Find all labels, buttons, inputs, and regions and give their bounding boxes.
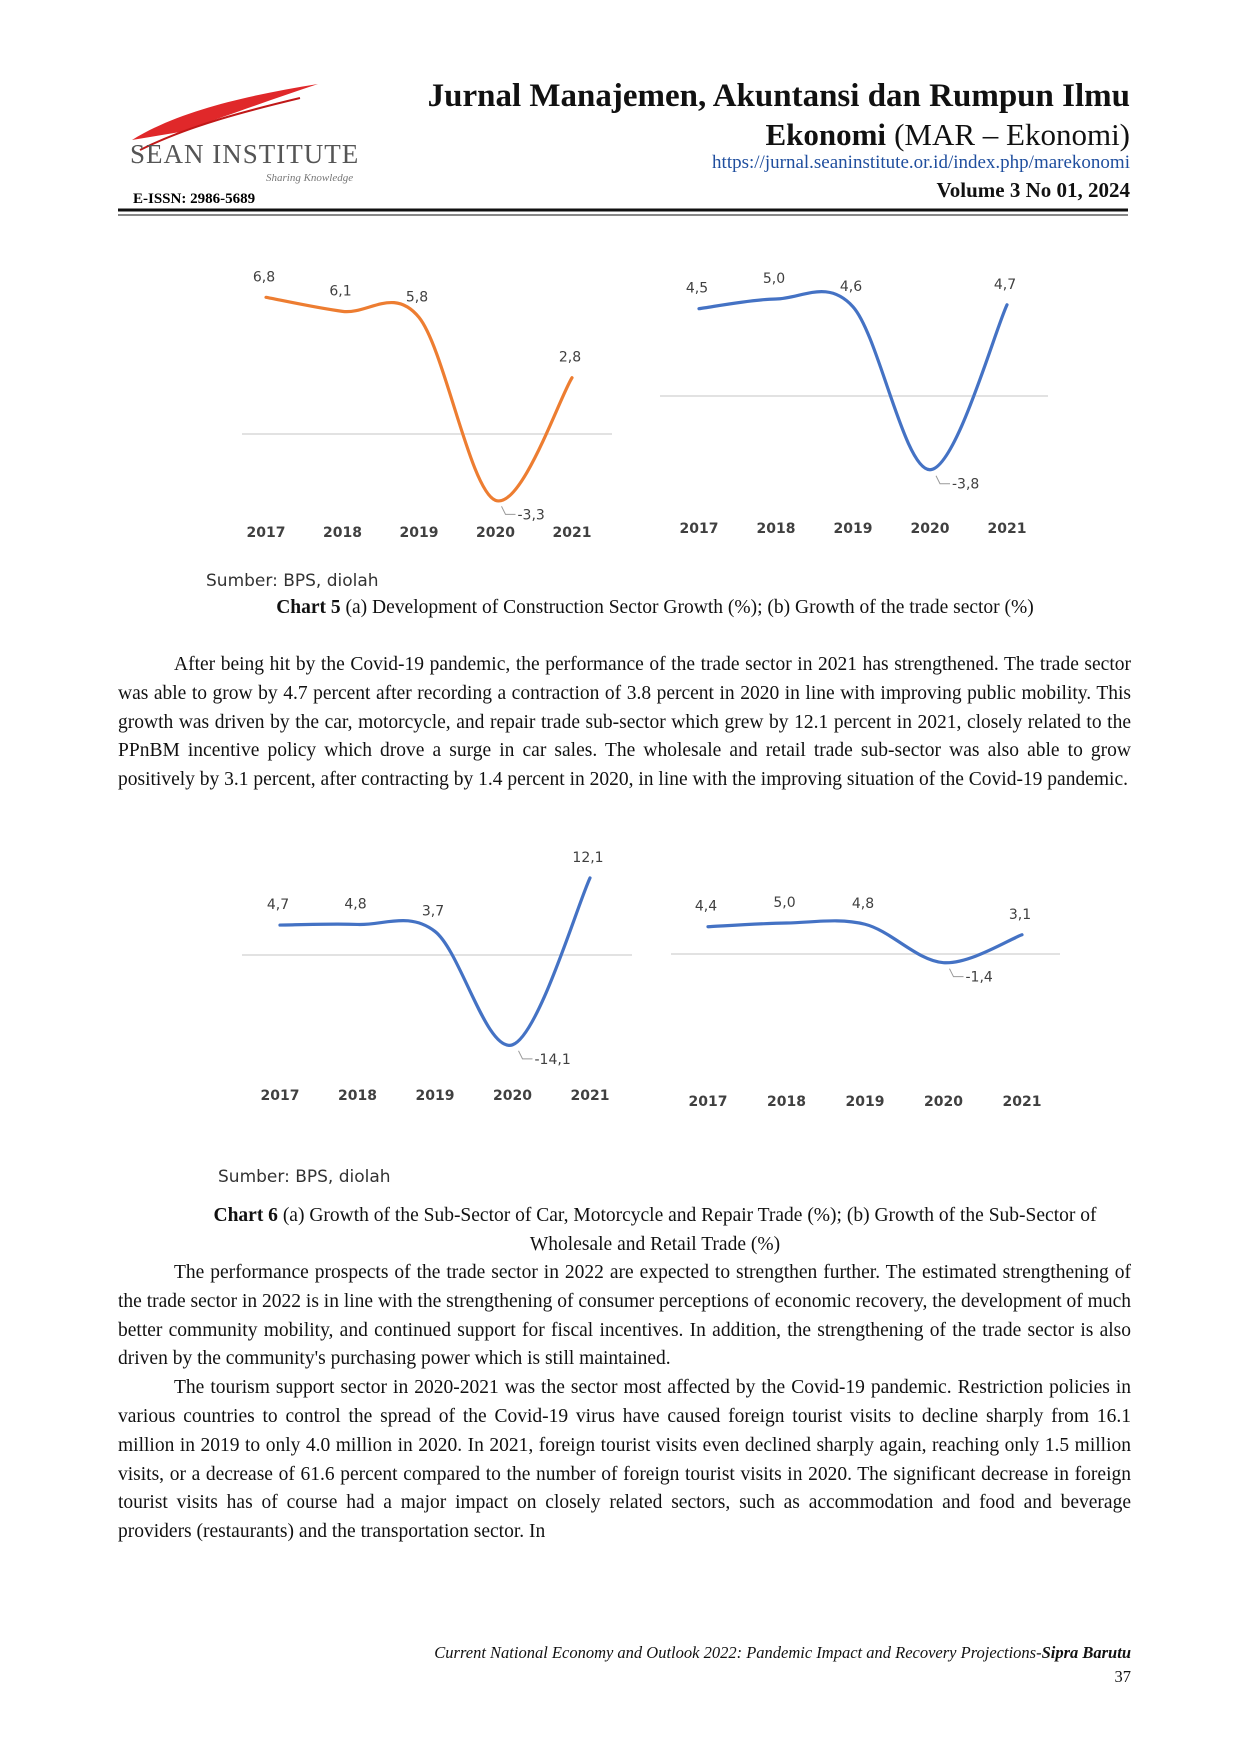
caption: Chart 5 (a) Development of Construction … [185, 594, 1125, 623]
page-number: 37 [1114, 1667, 1132, 1686]
label-leader [949, 968, 964, 978]
line-series [706, 919, 1024, 965]
data-label: -3,3 [518, 507, 545, 523]
caption-label: Chart 5 [276, 597, 341, 618]
x-tick-label: 2020 [911, 521, 950, 537]
footer-text: Current National Economy and Outlook 202… [434, 1643, 1042, 1662]
data-label: -3,8 [952, 477, 979, 493]
data-label: 4,7 [994, 277, 1016, 293]
paragraph: After being hit by the Covid-19 pandemic… [118, 654, 1131, 791]
figure-source: Sumber: BPS, diolah [218, 1167, 391, 1187]
x-tick-label: 2019 [416, 1088, 455, 1104]
x-tick-label: 2019 [834, 521, 873, 537]
line-series [697, 290, 1009, 472]
body: The performance prospects of the trade s… [118, 1259, 1131, 1547]
data-label: 3,7 [422, 903, 444, 919]
data-label: 2,8 [559, 350, 581, 366]
x-tick-label: 2019 [846, 1094, 885, 1110]
caption-text: Chart 6 (a) Growth of the Sub-Sector of … [175, 1202, 1135, 1260]
journal-title-rest: (MAR – Ekonomi) [894, 117, 1130, 152]
journal-title: Jurnal Manajemen, Akuntansi dan Rumpun I… [427, 78, 1130, 114]
data-label: 5,0 [763, 271, 785, 287]
x-tick-label: 2017 [680, 521, 719, 537]
logo-name: SEAN INSTITUTE [130, 139, 359, 169]
x-tick-label: 2021 [571, 1088, 610, 1104]
label-leader [501, 506, 516, 515]
line-series [278, 876, 592, 1047]
data-label: 4,6 [840, 279, 862, 295]
figure-source: Sumber: BPS, diolah [206, 571, 379, 591]
logo-feather [132, 84, 318, 140]
x-tick-label: 2021 [1003, 1094, 1042, 1110]
caption-body: (a) Growth of the Sub-Sector of Car, Mot… [282, 1205, 1097, 1255]
label-leader [518, 1050, 533, 1060]
caption-label: Chart 6 [213, 1205, 278, 1226]
paragraph: The performance prospects of the trade s… [118, 1262, 1131, 1370]
data-label: 4,7 [267, 897, 289, 913]
x-tick-label: 2020 [476, 525, 515, 541]
data-label: 12,1 [572, 850, 603, 866]
data-label: -1,4 [966, 970, 993, 986]
x-tick-label: 2021 [553, 525, 592, 541]
data-label: 4,8 [344, 896, 366, 912]
data-label: 6,8 [253, 269, 275, 285]
logo-quill [139, 97, 301, 151]
footer: Current National Economy and Outlook 202… [118, 1641, 1131, 1689]
journal-title: Ekonomi (MAR – Ekonomi) [765, 117, 1130, 153]
x-tick-label: 2017 [689, 1094, 728, 1110]
journal-url: https://jurnal.seaninstitute.or.id/index… [712, 152, 1130, 173]
label-leader [935, 475, 950, 485]
x-tick-label: 2020 [924, 1094, 963, 1110]
data-label: 5,0 [773, 895, 795, 911]
data-label: 4,5 [686, 281, 708, 297]
x-tick-label: 2018 [338, 1088, 377, 1104]
x-tick-label: 2018 [767, 1094, 806, 1110]
volume: Volume 3 No 01, 2024 [936, 178, 1130, 202]
x-tick-label: 2018 [757, 521, 796, 537]
data-label: 5,8 [406, 289, 428, 305]
x-tick-label: 2018 [323, 525, 362, 541]
x-tick-label: 2019 [400, 525, 439, 541]
data-label: 4,8 [852, 896, 874, 912]
x-tick-label: 2020 [493, 1088, 532, 1104]
caption-text: Chart 5 (a) Development of Construction … [185, 594, 1125, 623]
data-label: -14,1 [535, 1052, 571, 1068]
line-series [264, 295, 574, 503]
footer-author: Sipra Barutu [1041, 1643, 1131, 1662]
x-tick-label: 2017 [261, 1088, 300, 1104]
data-label: 3,1 [1009, 907, 1031, 923]
data-label: 4,4 [695, 899, 717, 915]
journal-title-bold: Ekonomi [765, 117, 887, 152]
body: After being hit by the Covid-19 pandemic… [118, 651, 1131, 795]
x-tick-label: 2021 [988, 521, 1027, 537]
issn: E-ISSN: 2986-5689 [133, 191, 255, 207]
x-tick-label: 2017 [247, 525, 286, 541]
caption-body: (a) Development of Construction Sector G… [345, 597, 1034, 618]
data-label: 6,1 [329, 283, 351, 299]
caption: Chart 6 (a) Growth of the Sub-Sector of … [175, 1202, 1135, 1260]
logo-tagline: Sharing Knowledge [266, 172, 353, 184]
paragraph: The tourism support sector in 2020-2021 … [118, 1377, 1131, 1543]
